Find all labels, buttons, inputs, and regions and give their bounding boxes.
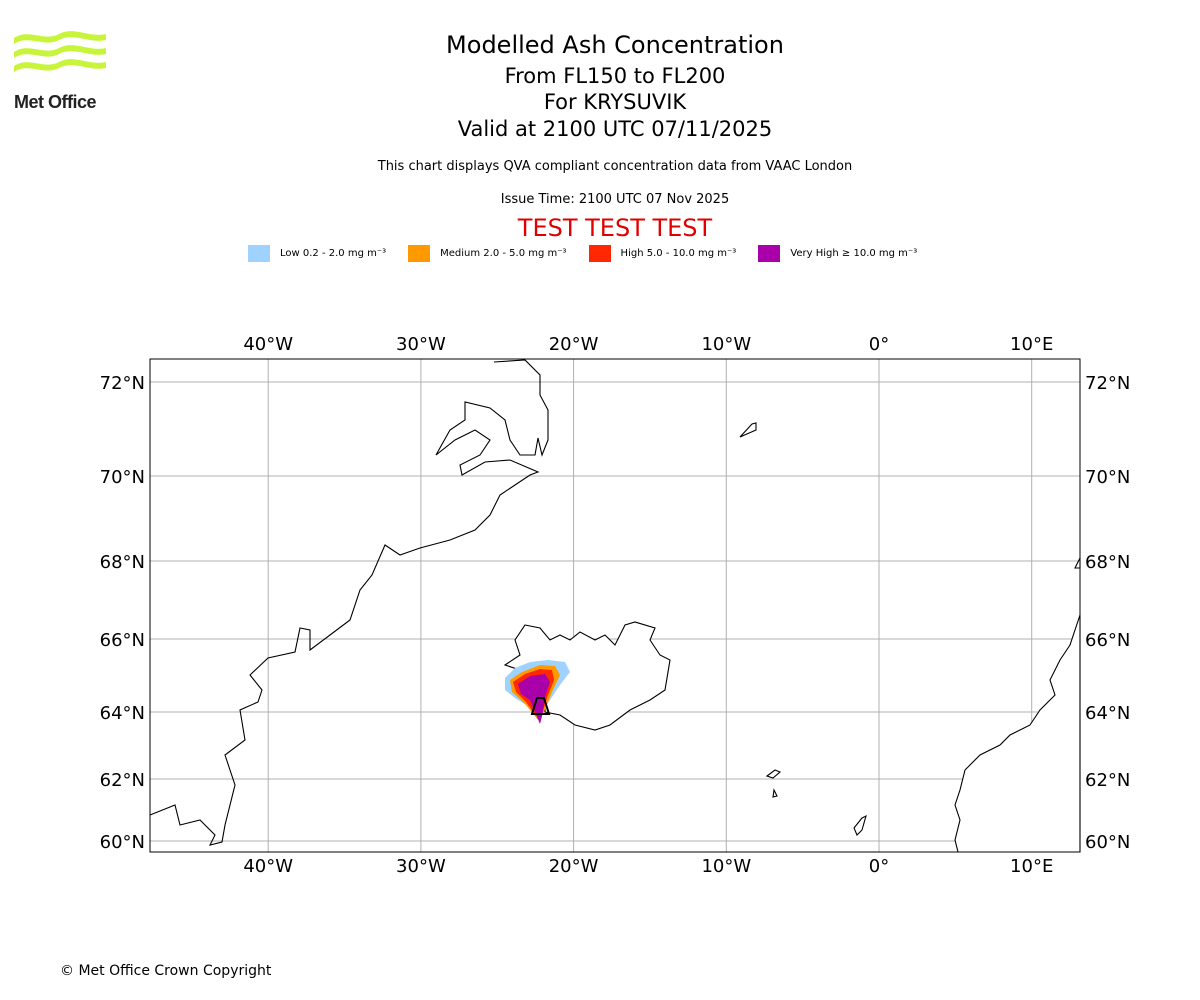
legend-item-low: Low 0.2 - 2.0 mg m⁻³	[248, 245, 386, 262]
legend-item-very-high: Very High ≥ 10.0 mg m⁻³	[758, 245, 917, 262]
svalbard-edge-coast	[1074, 557, 1081, 569]
legend-label: High 5.0 - 10.0 mg m⁻³	[620, 248, 737, 259]
faroe-islands-coast	[765, 769, 782, 798]
jan-mayen-coast	[739, 422, 757, 438]
lat-label-right: 66°N	[1085, 630, 1130, 651]
legend-label: Low 0.2 - 2.0 mg m⁻³	[280, 248, 387, 259]
legend-swatch	[758, 245, 781, 262]
legend-swatch	[408, 245, 431, 262]
logo-text: Met Office	[14, 92, 97, 112]
lon-label-bottom: 40°W	[243, 856, 293, 877]
copyright: © Met Office Crown Copyright	[60, 963, 272, 979]
lat-label-left: 66°N	[100, 630, 145, 651]
volcano-name: For KRYSUVIK	[543, 90, 687, 114]
test-banner: TEST TEST TEST	[517, 214, 713, 242]
norway-coast	[954, 614, 1081, 853]
coastlines	[149, 359, 1081, 853]
lat-label-left: 70°N	[100, 467, 145, 488]
lon-label-top: 10°E	[1010, 334, 1053, 355]
legend-swatch	[588, 245, 611, 262]
volcano-marker	[530, 697, 551, 715]
greenland-coast	[149, 359, 549, 846]
lat-label-left: 68°N	[100, 552, 145, 573]
graticule	[150, 359, 1080, 852]
issue-time: Issue Time: 2100 UTC 07 Nov 2025	[500, 192, 730, 207]
lon-label-top: 0°	[869, 334, 889, 355]
lat-label-right: 70°N	[1085, 467, 1130, 488]
flight-levels: From FL150 to FL200	[504, 64, 726, 88]
legend-swatch	[248, 245, 270, 262]
lat-label-left: 62°N	[100, 770, 145, 791]
lon-label-bottom: 10°E	[1010, 856, 1053, 877]
map-frame	[149, 358, 1081, 853]
ash-very-high	[518, 674, 550, 724]
lat-label-left: 72°N	[100, 373, 145, 394]
lat-label-left: 60°N	[100, 832, 145, 853]
lon-label-top: 20°W	[549, 334, 599, 355]
lat-label-right: 60°N	[1085, 832, 1130, 853]
lon-label-top: 30°W	[396, 334, 446, 355]
legend-label: Medium 2.0 - 5.0 mg m⁻³	[440, 248, 567, 259]
met-office-logo	[14, 31, 106, 72]
lat-label-right: 64°N	[1085, 703, 1130, 724]
lat-label-right: 68°N	[1085, 552, 1130, 573]
shetland-coast	[853, 814, 867, 836]
valid-time: Valid at 2100 UTC 07/11/2025	[457, 117, 773, 141]
lon-label-bottom: 10°W	[701, 856, 751, 877]
lat-label-left: 64°N	[100, 703, 145, 724]
lon-label-bottom: 20°W	[549, 856, 599, 877]
description: This chart displays QVA compliant concen…	[377, 159, 853, 174]
lon-label-bottom: 30°W	[396, 856, 446, 877]
lon-label-top: 40°W	[243, 334, 293, 355]
legend-item-medium: Medium 2.0 - 5.0 mg m⁻³	[408, 245, 567, 262]
lon-label-bottom: 0°	[869, 856, 889, 877]
legend-label: Very High ≥ 10.0 mg m⁻³	[790, 248, 918, 259]
axis-ticks: 40°W 40°W 30°W 30°W 20°W 20°W 10°W 10°W 0° 0° 10°E…	[100, 334, 1131, 877]
lat-label-right: 72°N	[1085, 373, 1130, 394]
ash-cloud	[505, 660, 570, 724]
lat-label-right: 62°N	[1085, 770, 1130, 791]
lon-label-top: 10°W	[701, 334, 751, 355]
legend: Low 0.2 - 2.0 mg m⁻³ Medium 2.0 - 5.0 mg…	[248, 245, 939, 262]
chart-title: Modelled Ash Concentration	[446, 31, 784, 59]
legend-item-high: High 5.0 - 10.0 mg m⁻³	[588, 245, 737, 262]
